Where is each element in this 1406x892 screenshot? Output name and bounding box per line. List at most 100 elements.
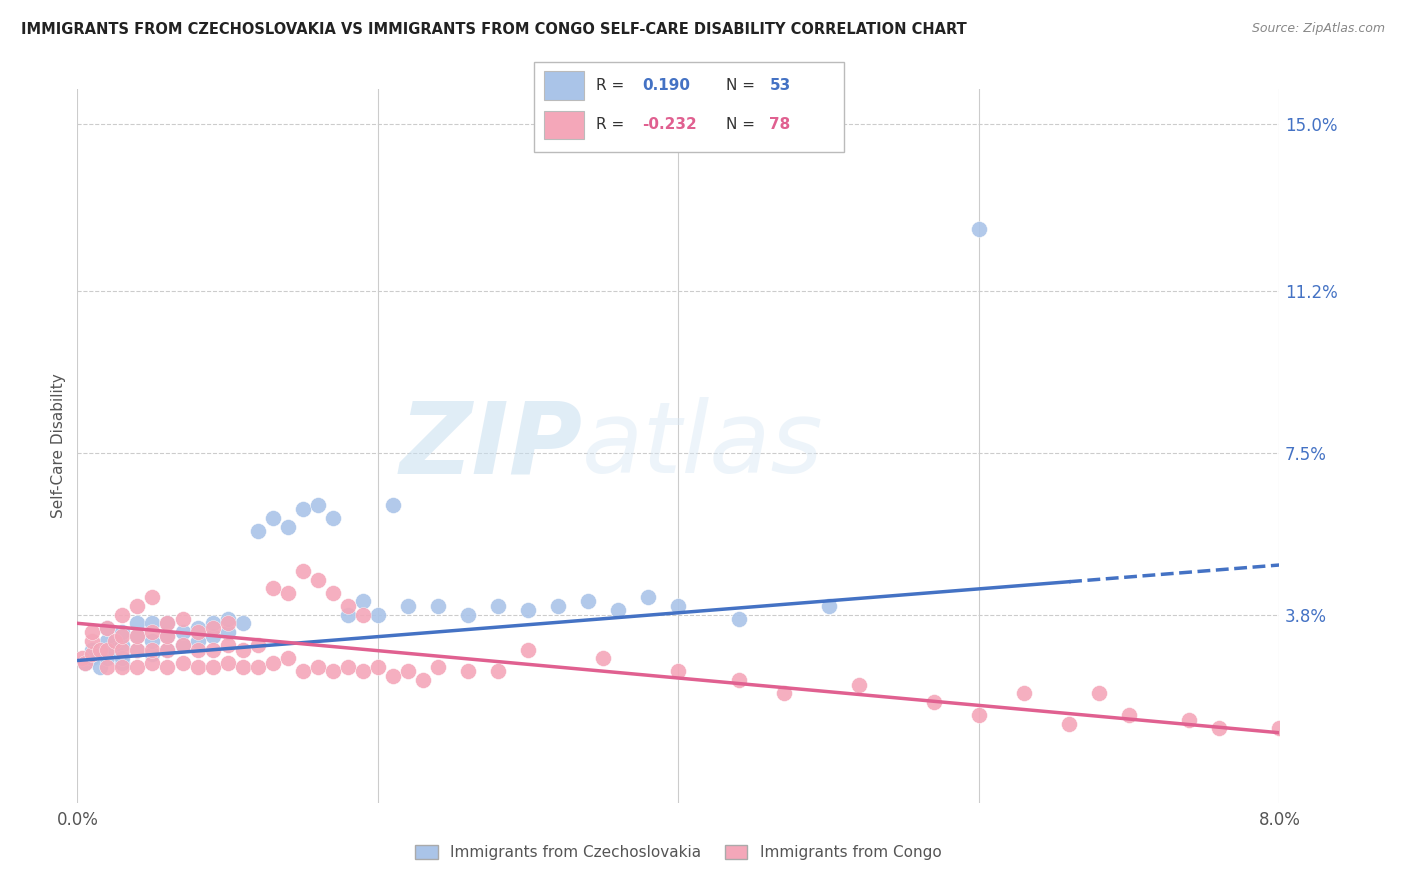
Point: [201, 629, 224, 643]
Point: [232, 616, 254, 631]
Point: [201, 660, 224, 674]
Point: [141, 625, 163, 640]
Point: [547, 599, 569, 613]
Point: [367, 607, 389, 622]
Point: [277, 585, 299, 599]
Point: [141, 647, 163, 661]
Point: [172, 625, 194, 640]
Point: [82, 642, 104, 657]
Point: [111, 660, 134, 674]
Point: [307, 573, 329, 587]
Point: [727, 673, 749, 688]
Point: [291, 564, 314, 578]
Point: [89, 642, 111, 657]
Point: [111, 638, 134, 652]
Point: [576, 594, 599, 608]
Point: [322, 511, 344, 525]
Point: [70, 651, 93, 665]
Point: [967, 708, 990, 723]
Point: [104, 642, 127, 657]
Point: [156, 616, 179, 631]
Point: [352, 607, 374, 622]
Point: [1178, 713, 1201, 727]
Point: [141, 642, 163, 657]
Point: [111, 607, 134, 622]
Bar: [544, 71, 583, 100]
Point: [172, 638, 194, 652]
Point: [82, 651, 104, 665]
Point: [187, 660, 209, 674]
Point: [336, 599, 359, 613]
Text: 53: 53: [769, 78, 790, 93]
Point: [922, 695, 945, 709]
Point: [396, 599, 419, 613]
Point: [156, 642, 179, 657]
Point: [381, 669, 404, 683]
Point: [307, 498, 329, 512]
Text: atlas: atlas: [582, 398, 824, 494]
Point: [127, 629, 149, 643]
Point: [848, 677, 870, 691]
Point: [457, 607, 479, 622]
Point: [96, 642, 118, 657]
Text: R =: R =: [596, 118, 630, 132]
Point: [1268, 722, 1291, 736]
Point: [217, 612, 239, 626]
Point: [396, 665, 419, 679]
Point: [111, 651, 134, 665]
Text: IMMIGRANTS FROM CZECHOSLOVAKIA VS IMMIGRANTS FROM CONGO SELF-CARE DISABILITY COR: IMMIGRANTS FROM CZECHOSLOVAKIA VS IMMIGR…: [21, 22, 967, 37]
Point: [262, 511, 284, 525]
Text: -0.232: -0.232: [643, 118, 697, 132]
Point: [82, 625, 104, 640]
Point: [172, 638, 194, 652]
Point: [322, 665, 344, 679]
Point: [246, 660, 269, 674]
Legend: Immigrants from Czechoslovakia, Immigrants from Congo: Immigrants from Czechoslovakia, Immigran…: [409, 839, 948, 866]
Point: [111, 625, 134, 640]
Text: ZIP: ZIP: [399, 398, 582, 494]
Text: 0.190: 0.190: [643, 78, 690, 93]
Point: [592, 651, 614, 665]
Point: [187, 621, 209, 635]
Point: [172, 656, 194, 670]
Point: [127, 642, 149, 657]
Point: [322, 585, 344, 599]
Point: [73, 656, 96, 670]
Text: N =: N =: [725, 78, 759, 93]
Point: [89, 660, 111, 674]
Point: [172, 612, 194, 626]
Point: [217, 656, 239, 670]
Point: [336, 607, 359, 622]
Point: [772, 686, 794, 700]
Point: [246, 638, 269, 652]
Point: [427, 599, 450, 613]
Point: [336, 660, 359, 674]
Point: [127, 642, 149, 657]
Text: Source: ZipAtlas.com: Source: ZipAtlas.com: [1251, 22, 1385, 36]
Point: [82, 647, 104, 661]
Point: [486, 665, 509, 679]
Point: [141, 633, 163, 648]
Point: [217, 616, 239, 631]
Point: [517, 642, 540, 657]
Point: [96, 621, 118, 635]
Point: [156, 642, 179, 657]
Bar: [544, 111, 583, 139]
Point: [291, 502, 314, 516]
Point: [1208, 722, 1230, 736]
Text: 78: 78: [769, 118, 790, 132]
Point: [232, 642, 254, 657]
Point: [412, 673, 434, 688]
Point: [156, 629, 179, 643]
Point: [187, 625, 209, 640]
Point: [127, 660, 149, 674]
Point: [307, 660, 329, 674]
Point: [246, 524, 269, 539]
FancyBboxPatch shape: [534, 62, 844, 152]
Point: [262, 656, 284, 670]
Point: [201, 616, 224, 631]
Point: [96, 633, 118, 648]
Point: [82, 633, 104, 648]
Point: [352, 594, 374, 608]
Point: [156, 660, 179, 674]
